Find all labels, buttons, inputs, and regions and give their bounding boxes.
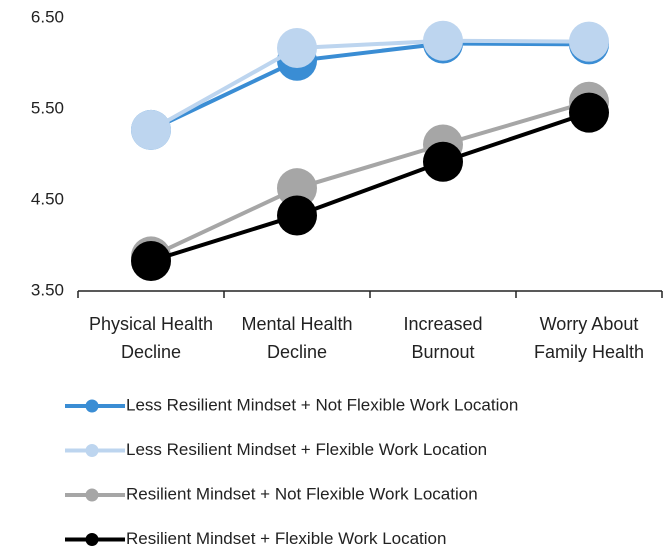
series-line: [150, 99, 590, 259]
marker: [131, 240, 171, 281]
x-tick-label: Physical Health Decline: [88, 314, 214, 362]
y-tick-label: 3.50: [31, 280, 64, 299]
y-tick-label: 4.50: [31, 189, 64, 208]
x-tick-label: Increased Burnout: [403, 314, 483, 362]
marker: [131, 109, 171, 150]
marker: [277, 195, 317, 236]
x-tick-label: Mental Health Decline: [241, 314, 353, 362]
legend-marker: [85, 488, 99, 502]
legend-label: Resilient Mindset + Not Flexible Work Lo…: [126, 484, 478, 503]
marker: [423, 141, 463, 182]
legend-marker: [85, 533, 99, 546]
x-tick-label: Worry About Family Health: [533, 314, 645, 362]
marker: [569, 92, 609, 133]
series-line: [150, 38, 590, 132]
series-line: [150, 110, 590, 263]
series-line: [150, 41, 590, 132]
legend-marker: [85, 444, 99, 457]
legend-label: Resilient Mindset + Flexible Work Locati…: [126, 529, 446, 548]
marker: [423, 20, 463, 61]
marker: [277, 28, 317, 69]
legend-label: Less Resilient Mindset + Flexible Work L…: [126, 440, 487, 459]
legend-label: Less Resilient Mindset + Not Flexible Wo…: [126, 395, 518, 414]
y-tick-label: 6.50: [31, 7, 64, 26]
legend-marker: [85, 399, 99, 413]
marker: [569, 21, 609, 62]
y-tick-label: 5.50: [31, 98, 64, 117]
